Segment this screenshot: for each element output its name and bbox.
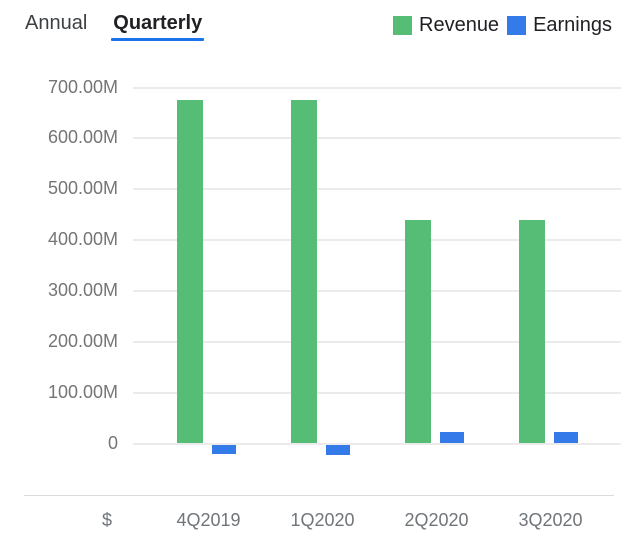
- y-axis-tick-label: 400.00M: [47, 229, 118, 250]
- y-axis-tick-label: 100.00M: [47, 381, 118, 402]
- revenue-bar-3q2020[interactable]: [519, 219, 545, 444]
- revenue-bar-4q2019[interactable]: [177, 100, 203, 444]
- earnings-bar-4q2019[interactable]: [212, 444, 236, 455]
- gridline: [133, 188, 621, 191]
- legend-item-earnings: Earnings: [507, 14, 612, 37]
- x-axis-label-3q2020: 3Q2020: [518, 510, 583, 530]
- revenue-bar-1q2020[interactable]: [291, 100, 317, 444]
- legend-label-earnings: Earnings: [533, 14, 612, 36]
- active-tab-underline: [111, 38, 205, 41]
- gridline: [133, 391, 621, 394]
- earnings-bar-1q2020[interactable]: [326, 444, 350, 456]
- y-axis-tick-label: 700.00M: [47, 76, 118, 97]
- gridline: [133, 340, 621, 343]
- tab-quarterly[interactable]: Quarterly: [111, 12, 205, 41]
- currency-label: $: [101, 510, 113, 530]
- period-tabs: Annual Quarterly: [25, 12, 205, 41]
- earnings-bar-2q2020[interactable]: [440, 431, 464, 444]
- legend-label-revenue: Revenue: [419, 14, 500, 36]
- revenue-swatch-icon: [393, 16, 412, 35]
- revenue-bar-2q2020[interactable]: [405, 219, 431, 444]
- gridline: [133, 442, 621, 445]
- legend-item-revenue: Revenue: [393, 14, 499, 37]
- earnings-swatch-icon: [507, 16, 527, 35]
- y-axis-tick-label: 200.00M: [47, 330, 118, 351]
- gridline: [133, 86, 621, 89]
- y-axis-tick-label: 500.00M: [47, 178, 118, 199]
- gridline: [133, 239, 621, 242]
- axis-separator-line: [24, 495, 614, 496]
- x-axis-label-4q2019: 4Q2019: [176, 510, 241, 530]
- y-axis-tick-label: 600.00M: [47, 127, 118, 148]
- chart-legend: Revenue Earnings: [393, 14, 612, 37]
- x-axis-label-2q2020: 2Q2020: [404, 510, 469, 530]
- tab-quarterly-label: Quarterly: [113, 12, 203, 34]
- y-axis-tick-label: 0: [107, 432, 118, 453]
- earnings-bar-3q2020[interactable]: [554, 431, 578, 444]
- tab-annual[interactable]: Annual: [25, 12, 88, 34]
- gridline: [133, 289, 621, 292]
- y-axis-tick-label: 300.00M: [47, 279, 118, 300]
- gridline: [133, 137, 621, 140]
- x-axis-label-1q2020: 1Q2020: [290, 510, 355, 530]
